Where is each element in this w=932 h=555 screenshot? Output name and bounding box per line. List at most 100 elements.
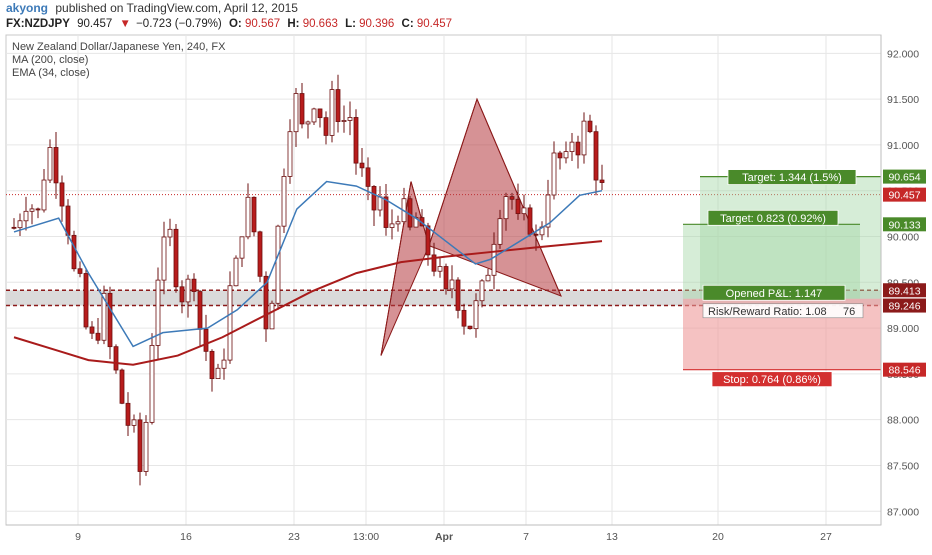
candle-body <box>371 185 377 211</box>
rr-label: Risk/Reward Ratio: 1.08 <box>708 306 827 318</box>
candle-body <box>137 419 143 472</box>
price-badge <box>883 187 926 202</box>
x-tick-label: 7 <box>523 531 529 543</box>
candle-body <box>29 208 35 212</box>
candle-body <box>245 196 251 238</box>
candle-body <box>77 268 83 274</box>
candle-body <box>509 196 515 200</box>
candle-body <box>71 234 77 270</box>
candle-body <box>17 220 23 229</box>
candle-body <box>41 179 47 211</box>
candle-body <box>263 275 269 330</box>
price-badge <box>883 169 926 184</box>
candle-body <box>107 292 113 348</box>
x-tick-label: 16 <box>180 531 192 543</box>
candle-body <box>593 131 599 181</box>
target-zone-outer <box>700 176 881 299</box>
candle-body <box>239 236 245 259</box>
author-name[interactable]: akyong <box>6 1 48 15</box>
y-tick-label: 89.000 <box>887 323 919 335</box>
candle-body <box>23 210 29 222</box>
price-badge <box>883 283 926 298</box>
candle-body <box>269 302 275 330</box>
x-tick-label: 13:00 <box>353 531 379 543</box>
position-labels: Target: 1.344 (1.5%) Target: 0.823 (0.92%… <box>702 169 864 388</box>
x-tick-label: 20 <box>712 531 724 543</box>
candle-body <box>575 141 581 156</box>
y-tick-label: 91.500 <box>887 94 919 106</box>
close-label: C: <box>402 18 414 30</box>
candle-body <box>167 228 173 238</box>
candle-body <box>149 345 155 423</box>
candle-body <box>395 221 401 225</box>
candle-body <box>287 131 293 177</box>
price-badge <box>883 217 926 232</box>
y-tick-label: 88.000 <box>887 415 919 427</box>
candle-body <box>335 89 341 122</box>
price-badge-label: 88.546 <box>888 365 920 377</box>
candle-body <box>155 279 161 346</box>
low-label: L: <box>345 18 356 30</box>
candle-body <box>341 120 347 122</box>
target-2-label-box <box>707 209 839 226</box>
price-change: −0.723 (−0.79%) <box>136 18 222 30</box>
candle-body <box>587 120 593 133</box>
entry-zone <box>6 290 881 306</box>
candle-body <box>491 243 497 276</box>
legend-ema[interactable]: EMA (34, close) <box>12 67 90 79</box>
candle-body <box>65 205 71 236</box>
candle-body <box>431 254 437 272</box>
candle-body <box>293 93 299 133</box>
candle-body <box>251 196 257 233</box>
candle-body <box>449 279 455 290</box>
open-label: O: <box>229 18 242 30</box>
pnl-label: Opened P&L: 1.147 <box>726 288 823 300</box>
candle-body <box>125 402 131 426</box>
rr-label-tail: 76 <box>843 306 855 318</box>
candle-body <box>569 141 575 153</box>
candle-body <box>197 291 203 330</box>
candle-body <box>113 346 119 371</box>
candle-body <box>185 278 191 303</box>
x-tick-label: Apr <box>435 531 453 543</box>
candle-body <box>461 309 467 327</box>
ma-200-line <box>13 240 603 366</box>
candle-body <box>473 300 479 330</box>
low-value: 90.396 <box>359 18 394 30</box>
candle-body <box>503 196 509 220</box>
candle-body <box>275 225 281 304</box>
candle-body <box>365 167 371 187</box>
price-badge-label: 90.457 <box>888 190 920 202</box>
header-line-1: akyong published on TradingView.com, Apr… <box>6 1 298 15</box>
candle-body <box>359 162 365 169</box>
y-tick-label: 90.000 <box>887 231 919 243</box>
candle-body <box>443 266 449 290</box>
y-tick-label: 91.000 <box>887 140 919 152</box>
candle-body <box>323 117 329 136</box>
candle-body <box>551 152 557 196</box>
candle-body <box>215 367 221 380</box>
candle-body <box>305 121 311 125</box>
candle-body <box>383 196 389 228</box>
candle-body <box>53 147 59 184</box>
candle-body <box>59 182 65 207</box>
candle-body <box>377 196 383 211</box>
candle-body <box>299 93 305 125</box>
candle-body <box>563 151 569 159</box>
candle-body <box>179 286 185 303</box>
axes: 92.00091.50091.00090.50090.00089.50089.0… <box>6 35 926 543</box>
candle-body <box>233 257 239 287</box>
candle-body <box>227 285 233 361</box>
candle-body <box>521 207 527 215</box>
candle-body <box>437 266 443 272</box>
legend-ma[interactable]: MA (200, close) <box>12 54 88 66</box>
candle-body <box>143 421 149 472</box>
candle-body <box>527 207 533 235</box>
candle-body <box>557 152 563 159</box>
candle-body <box>425 225 431 256</box>
candle-body <box>497 218 503 245</box>
candle-body <box>89 326 95 334</box>
high-value: 90.663 <box>303 18 338 30</box>
y-tick-label: 87.500 <box>887 460 919 472</box>
